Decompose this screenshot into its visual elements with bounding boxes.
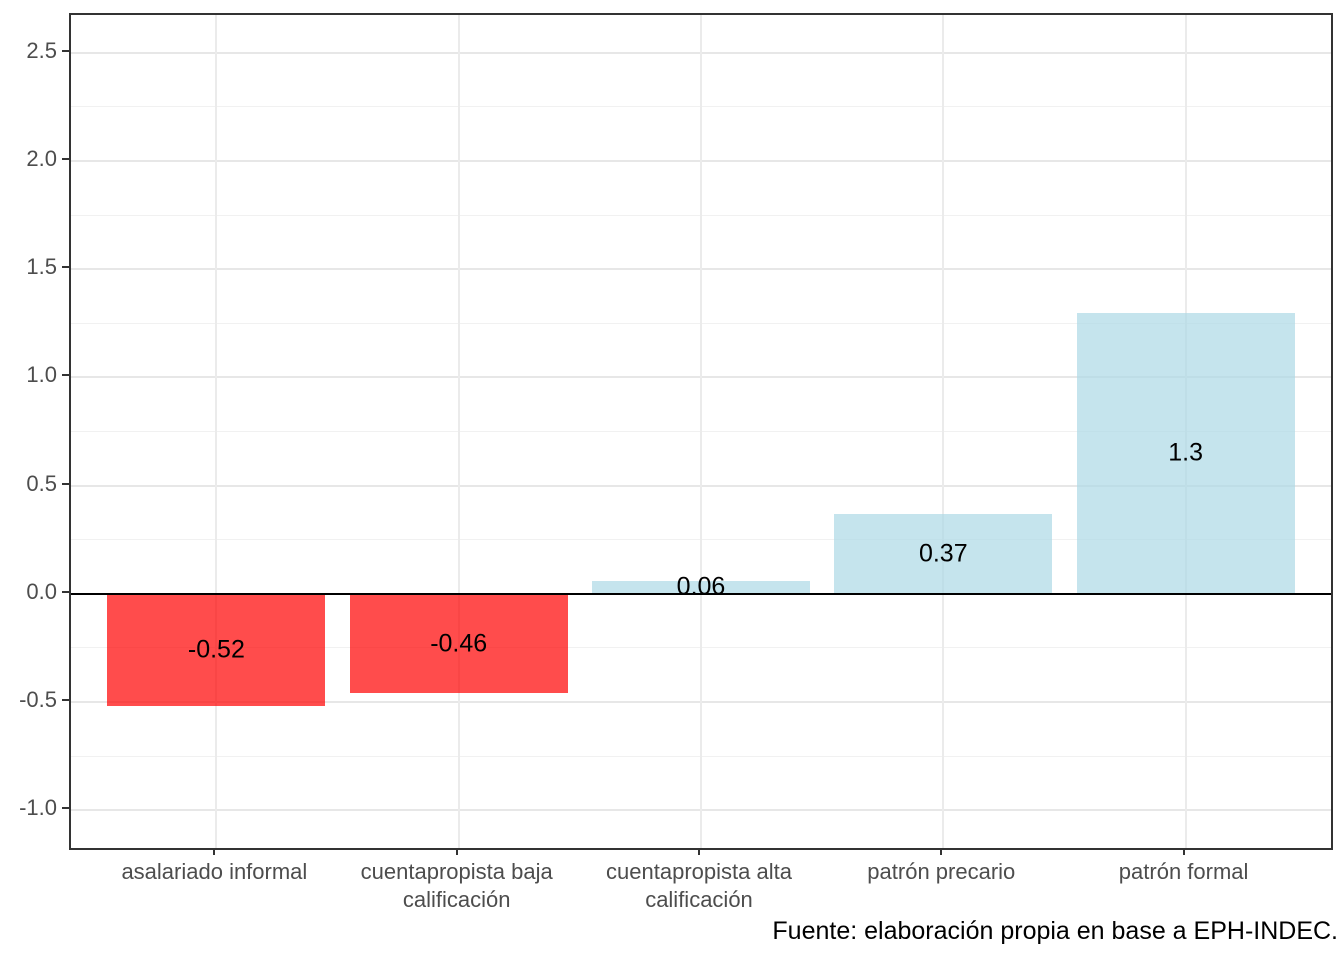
y-axis-tick [62,266,69,269]
y-axis-tick [62,49,69,52]
y-axis-tick-label: 0.0 [26,578,57,604]
bar [107,593,326,707]
x-axis-tick-label: patrón formal [1118,859,1249,884]
x-axis-tick [698,848,700,855]
x-axis-tick-label: asalariado informal [121,859,308,884]
y-axis-tick [62,158,69,161]
bar [1076,312,1295,594]
bar-value-label: 0.06 [676,572,726,601]
x-axis-tick [455,848,458,855]
y-axis-tick [62,698,69,701]
source-caption: Fuente: elaboración propia en base a EPH… [772,917,1338,945]
x-axis-tick-label: cuentapropista baja calificación [360,859,553,912]
y-axis-tick-label: 2.0 [26,146,57,172]
y-axis-tick [62,374,69,377]
bar-value-label: 1.3 [1168,438,1203,467]
y-axis-tick-label: -0.5 [19,686,57,712]
gridline-vertical [457,15,460,848]
x-axis-tick-label: patrón precario [867,859,1016,884]
y-axis-tick [62,590,69,593]
x-axis-tick [940,848,943,855]
bar [834,513,1053,594]
gridline-vertical [942,15,945,848]
gridline-vertical [215,15,218,848]
zero-line [71,592,1331,595]
y-axis-tick-label: -1.0 [19,795,57,821]
x-axis-tick [213,848,216,855]
x-axis-tick [1182,848,1185,855]
y-axis-tick [62,482,69,485]
y-axis-tick-label: 2.5 [26,37,57,63]
y-axis-tick [62,807,69,810]
bar-value-label: -0.46 [430,629,488,658]
plot-panel: -0.52 -0.46 0.06 0.37 1.3 [69,13,1333,850]
gridline-vertical [700,15,702,848]
bar [591,580,811,594]
y-axis-tick-label: 0.5 [26,470,57,496]
bar-value-label: 0.37 [918,539,968,568]
x-axis-tick-label: cuentapropista alta calificación [606,859,792,912]
bar-value-label: -0.52 [187,635,245,664]
y-axis-tick-label: 1.0 [26,362,57,388]
y-axis-tick-label: 1.5 [26,254,57,280]
bar [349,593,568,694]
